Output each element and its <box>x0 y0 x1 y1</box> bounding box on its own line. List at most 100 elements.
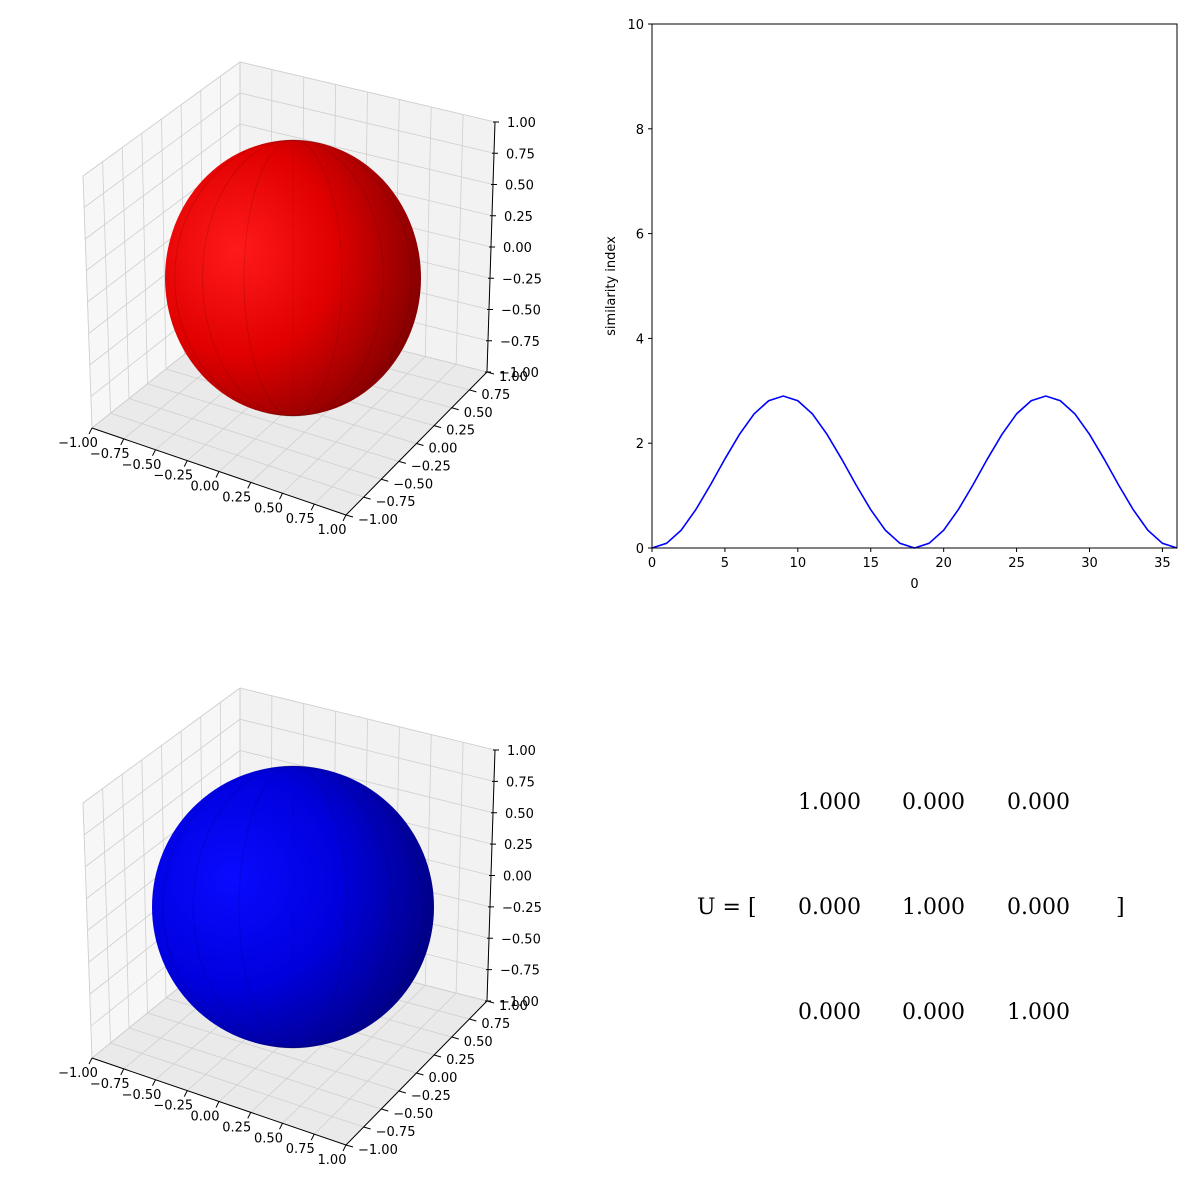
y-tick <box>451 1036 459 1040</box>
matrix-cell: 0.000 <box>798 895 861 920</box>
z-tick-label: −0.50 <box>501 304 541 319</box>
x-tick-label: −0.75 <box>90 1077 130 1092</box>
z-tick-label: −0.25 <box>502 901 542 916</box>
gridline <box>239 92 495 154</box>
z-tick-label: 0.75 <box>506 147 535 162</box>
x-tick <box>152 449 156 456</box>
sphere-3d-axes-blue: −1.00−1.00−1.00−0.75−0.75−0.75−0.50−0.50… <box>58 687 542 1168</box>
sphere-facet <box>192 765 394 1049</box>
gridline <box>85 750 241 868</box>
gridline <box>239 750 494 814</box>
gridline <box>313 363 457 505</box>
y-tick-label: 0.00 <box>429 1071 458 1086</box>
x-tick-label: 0.25 <box>222 490 251 505</box>
y-tick-label: −0.25 <box>411 459 451 474</box>
y-tick <box>486 1000 495 1004</box>
y-tick-label: 6 <box>636 228 644 243</box>
x-tick <box>310 503 315 511</box>
gridline <box>239 718 495 782</box>
x-tick-label: 0 <box>648 556 656 571</box>
sphere-facet <box>192 765 394 1049</box>
z-tick-label: 0.50 <box>505 807 534 822</box>
y-tick-label: 0.25 <box>446 424 475 439</box>
z-tick-label: 0.50 <box>505 179 534 194</box>
y-tick <box>486 371 495 375</box>
y-tick <box>345 514 354 518</box>
x-tick <box>247 1112 252 1119</box>
gridline <box>85 123 241 240</box>
x-tick <box>120 438 125 446</box>
y-tick-label: 10 <box>627 18 644 33</box>
sphere-facet <box>201 139 385 417</box>
x-tick-label: −0.50 <box>122 458 162 473</box>
sphere-facet <box>238 765 348 1049</box>
y-tick-label: 0.00 <box>429 442 458 457</box>
x-tick-label: 5 <box>721 556 729 571</box>
x-tick <box>215 471 220 478</box>
matrix-cell: 0.000 <box>902 790 965 815</box>
sphere-3d-axes-red: −1.00−1.00−1.00−0.75−0.75−0.75−0.50−0.50… <box>58 61 542 538</box>
y-tick-label: 0 <box>636 542 644 557</box>
matrix-cell: 1.000 <box>798 790 861 815</box>
y-tick <box>363 1126 371 1130</box>
x-tick-label: 0.75 <box>286 1142 315 1157</box>
gridline <box>83 718 241 836</box>
y-tick-label: 0.75 <box>481 388 510 403</box>
x-tick-label: 20 <box>935 556 952 571</box>
x-tick <box>88 1057 93 1065</box>
gridline <box>239 123 494 185</box>
y-tick-label: 0.25 <box>446 1053 475 1068</box>
matrix-display: U = [ 1.000 0.000 0.000 0.000 1.000 0.00… <box>697 790 1125 1025</box>
x-tick <box>279 493 283 500</box>
y-tick-label: −0.50 <box>393 477 433 492</box>
x-tick-label: −1.00 <box>58 436 98 451</box>
y-tick <box>345 1144 354 1148</box>
sphere-facet <box>174 139 412 417</box>
x-tick-label: −0.25 <box>153 469 193 484</box>
x-tick-label: 0.50 <box>254 501 283 516</box>
y-tick <box>469 389 477 393</box>
y-tick-label: 4 <box>636 332 644 347</box>
x-tick <box>120 1068 125 1076</box>
x-tick-label: 0.75 <box>286 512 315 527</box>
gridline <box>455 742 464 994</box>
y-tick <box>363 496 371 500</box>
matrix-cell: 0.000 <box>902 1000 965 1025</box>
z-tick-label: −0.75 <box>500 964 540 979</box>
y-tick-label: −0.75 <box>376 495 416 510</box>
matrix-cell: 1.000 <box>1007 1000 1070 1025</box>
gridline <box>455 114 464 365</box>
z-tick-label: 1.00 <box>507 116 536 131</box>
y-tick-label: −0.50 <box>393 1107 433 1122</box>
z-tick-label: 0.00 <box>503 241 532 256</box>
matrix-cell: 0.000 <box>1007 790 1070 815</box>
x-tick-label: −0.25 <box>153 1099 193 1114</box>
x-tick-label: 10 <box>790 556 807 571</box>
y-tick <box>381 478 389 482</box>
series-line <box>651 395 1178 549</box>
y-axis-label: similarity index <box>604 236 619 336</box>
x-tick-label: −0.75 <box>90 447 130 462</box>
y-tick <box>433 1054 442 1058</box>
sphere-facet <box>243 139 343 417</box>
gridline <box>424 106 432 357</box>
gridline <box>282 984 426 1124</box>
z-tick-label: −0.75 <box>500 335 540 350</box>
y-tick <box>398 460 407 464</box>
z-tick-label: 0.25 <box>504 210 533 225</box>
z-tick-label: 0.75 <box>506 775 535 790</box>
gridline <box>239 61 496 123</box>
y-tick-label: 0.50 <box>464 406 493 421</box>
x-tick <box>183 460 188 467</box>
y-tick-label: −0.25 <box>411 1089 451 1104</box>
y-tick <box>469 1018 477 1022</box>
x-tick-label: 15 <box>862 556 879 571</box>
z-tick-label: −1.00 <box>499 366 539 381</box>
sphere-facet <box>174 139 412 417</box>
x-axis-label: 0 <box>910 577 918 592</box>
y-tick <box>416 1072 424 1076</box>
gridline <box>313 992 457 1135</box>
y-tick <box>433 425 442 429</box>
x-tick-label: 0.25 <box>222 1120 251 1135</box>
